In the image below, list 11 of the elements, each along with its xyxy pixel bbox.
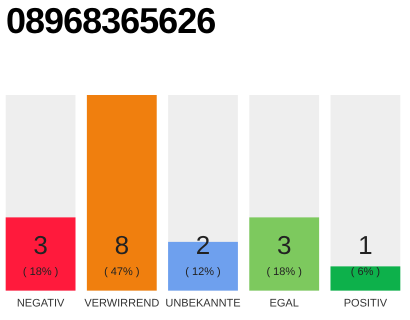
data-label: 8 ( 47% ) — [104, 230, 140, 278]
x-tick-label: UNBEKANNTE — [165, 297, 241, 310]
x-tick-label: EGAL — [270, 297, 299, 310]
data-label: 3 ( 18% ) — [266, 230, 302, 278]
data-label: 1 ( 6% ) — [350, 230, 380, 278]
bar — [330, 266, 400, 291]
data-label: 3 ( 18% ) — [22, 230, 58, 278]
chart-title: 08968365626 — [6, 0, 216, 42]
x-tick-label: VERWIRREND — [84, 297, 160, 310]
x-tick-label: NEGATIV — [16, 297, 65, 310]
x-tick-label: POSITIV — [344, 297, 388, 310]
